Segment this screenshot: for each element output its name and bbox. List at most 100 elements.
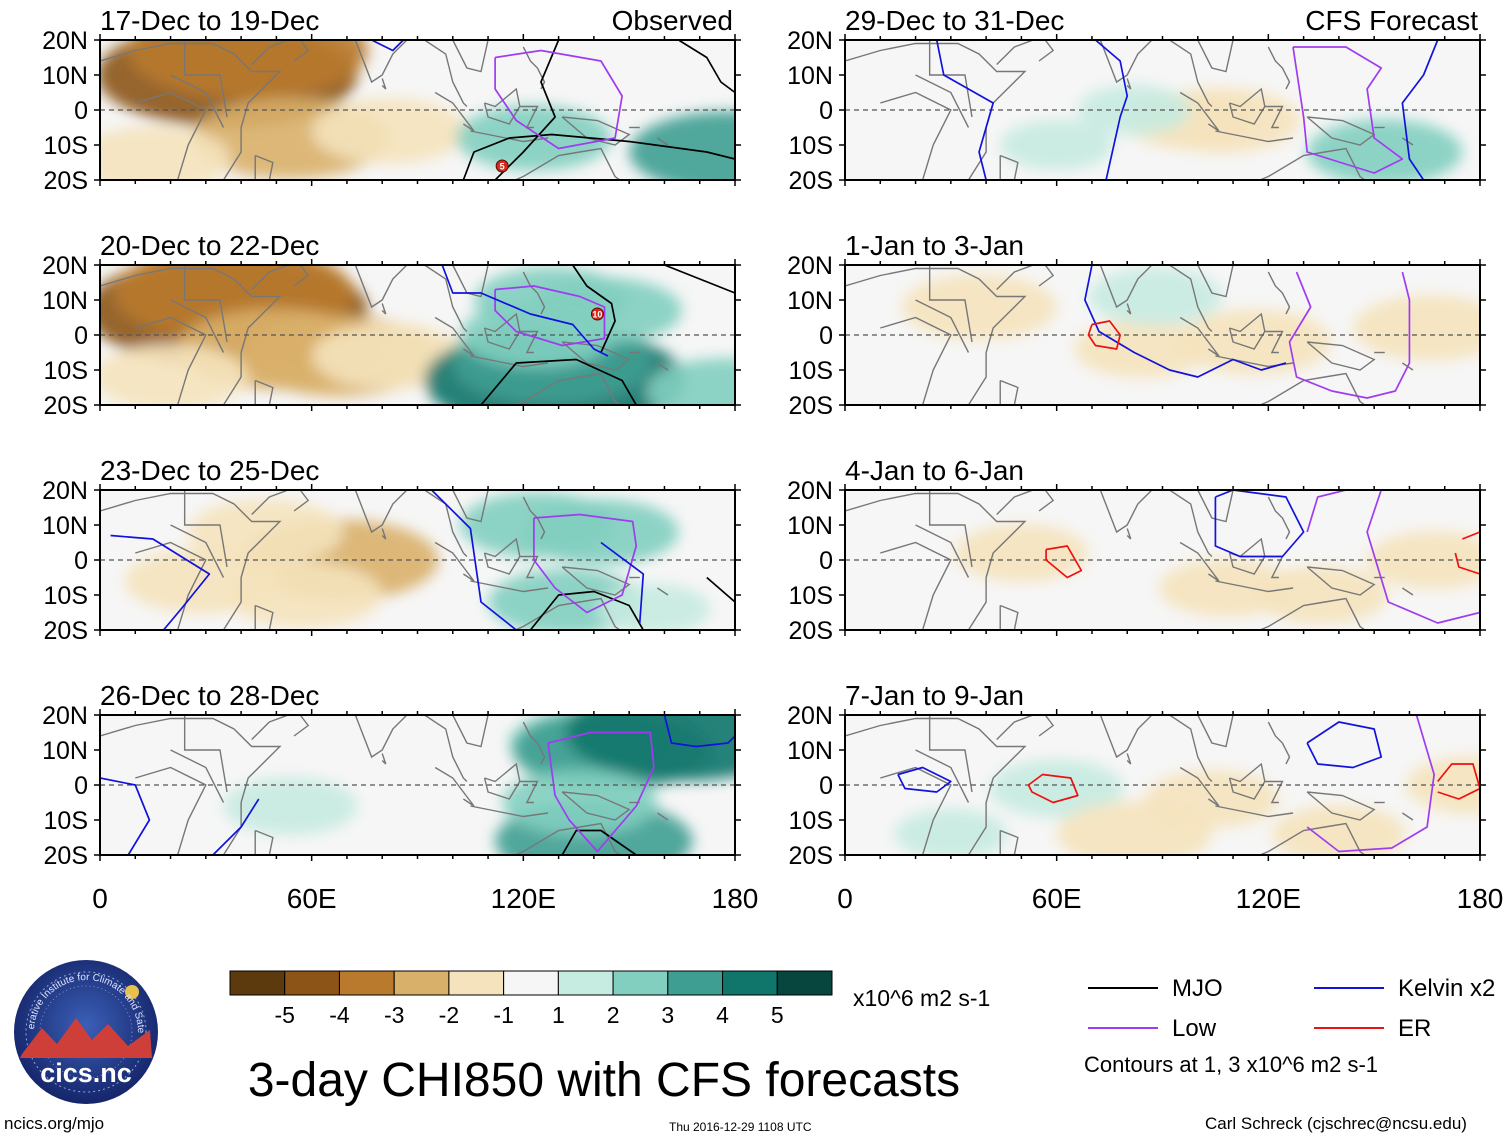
- coastline: [251, 265, 310, 290]
- coastline: [424, 490, 468, 557]
- colorbar-swatch: [338, 970, 395, 996]
- panel-period: 26-Dec to 28-Dec: [100, 680, 319, 711]
- colorbar-swatch: [229, 970, 286, 996]
- anomaly-shading: [859, 499, 1480, 625]
- er-contour: [1027, 773, 1079, 804]
- coastline: [915, 524, 970, 578]
- y-tick-label: 10N: [42, 512, 88, 540]
- coastline: [424, 715, 468, 782]
- colorbar-swatch: [448, 970, 505, 996]
- coastline: [452, 265, 489, 298]
- anomaly-blob: [1144, 769, 1279, 829]
- coastline: [657, 587, 669, 596]
- coastline: [100, 717, 282, 855]
- legend-label: MJO: [1172, 975, 1223, 1002]
- colorbar-label: -5: [275, 1002, 295, 1028]
- anomaly-blob: [223, 776, 358, 836]
- legend-note: Contours at 1, 3 x10^6 m2 s-1: [1084, 1052, 1378, 1077]
- coastline: [1169, 265, 1213, 332]
- coastline: [1056, 265, 1153, 309]
- anomaly-blob: [629, 111, 735, 180]
- colorbar: -5 -4 -3 -2 -1 1 2 3 4 5: [229, 970, 833, 1028]
- anomaly-shading: [124, 492, 711, 630]
- panel-period: 20-Dec to 22-Dec: [100, 230, 319, 261]
- coastline: [251, 490, 310, 515]
- coastline: [1169, 490, 1213, 557]
- panel-cfs2: 20N 10N 0 10S 20S 1-Jan to 3-Jan: [787, 230, 1486, 420]
- coastline: [513, 822, 621, 855]
- cyclone-number: 5: [500, 162, 505, 172]
- y-tick-label: 20S: [789, 842, 833, 870]
- coastlines: [100, 715, 669, 855]
- coastline: [845, 42, 1027, 180]
- coastline: [434, 316, 475, 357]
- coastline: [519, 105, 539, 129]
- coastline: [996, 490, 1055, 515]
- er-contour: [1087, 320, 1122, 350]
- y-tick-label: 0: [819, 772, 833, 800]
- coastline: [513, 372, 621, 405]
- cyclone-number: 10: [592, 310, 602, 320]
- coastline: [880, 766, 952, 855]
- coastline: [1267, 46, 1291, 90]
- er-contour: [1437, 763, 1480, 800]
- coastline: [928, 490, 973, 568]
- coastline: [928, 265, 973, 343]
- colorbar-label: -1: [493, 1002, 513, 1028]
- coastline: [999, 154, 1019, 180]
- y-tick-label: 10S: [789, 807, 833, 835]
- kelvin-contour: [1084, 265, 1287, 378]
- panel-obs2: 10 20N 10N 0 10S 20S 20-Dec to 22-Dec: [42, 230, 741, 420]
- coastline: [519, 780, 539, 804]
- kelvin-contour: [663, 715, 735, 748]
- coastline: [254, 829, 274, 855]
- coastline: [1264, 780, 1284, 804]
- anomaly-blob: [100, 126, 231, 180]
- anomaly-shading: [1000, 84, 1463, 180]
- coastline: [452, 715, 489, 748]
- coastline: [996, 40, 1055, 65]
- y-tick-label: 10N: [787, 512, 833, 540]
- panel-tag: Observed: [612, 5, 733, 36]
- mjo-contour: [480, 358, 637, 405]
- kelvin-contour: [1306, 721, 1383, 769]
- coastline: [311, 40, 408, 84]
- coastline: [845, 267, 1027, 405]
- coastline: [381, 303, 387, 315]
- y-tick-label: 10N: [787, 62, 833, 90]
- coastline: [915, 749, 970, 803]
- coastline: [434, 541, 475, 582]
- colorbar-swatch: [722, 970, 778, 996]
- y-tick-label: 0: [819, 97, 833, 125]
- y-tick-label: 20S: [44, 167, 88, 195]
- coastline: [845, 717, 1027, 855]
- coastline: [1197, 265, 1234, 298]
- coastline: [1056, 40, 1153, 84]
- coastline: [100, 267, 282, 405]
- coastline: [1197, 490, 1234, 523]
- anomaly-blob: [989, 759, 1124, 818]
- y-tick-label: 10N: [787, 737, 833, 765]
- kelvin-contour: [1214, 490, 1305, 558]
- coastline: [880, 91, 952, 180]
- coastline: [999, 829, 1019, 855]
- y-tick-label: 20S: [44, 842, 88, 870]
- coastline: [1126, 753, 1132, 765]
- x-tick-label: 0: [92, 883, 108, 914]
- coastline: [1264, 105, 1284, 129]
- y-tick-label: 10S: [44, 357, 88, 385]
- anomaly-blob: [954, 523, 1089, 583]
- coastline: [254, 379, 274, 405]
- main-title: 3-day CHI850 with CFS forecasts: [248, 1054, 960, 1107]
- coastline: [1197, 715, 1234, 748]
- kelvin-contour: [1401, 40, 1439, 180]
- coastline: [1258, 147, 1366, 180]
- panel-period: 17-Dec to 19-Dec: [100, 5, 319, 36]
- anomaly-blob: [565, 715, 735, 781]
- colorbar-swatch: [503, 970, 559, 996]
- coastline: [996, 715, 1055, 740]
- coastline: [561, 341, 631, 371]
- coastline: [657, 812, 669, 821]
- mjo-contour: [561, 829, 637, 855]
